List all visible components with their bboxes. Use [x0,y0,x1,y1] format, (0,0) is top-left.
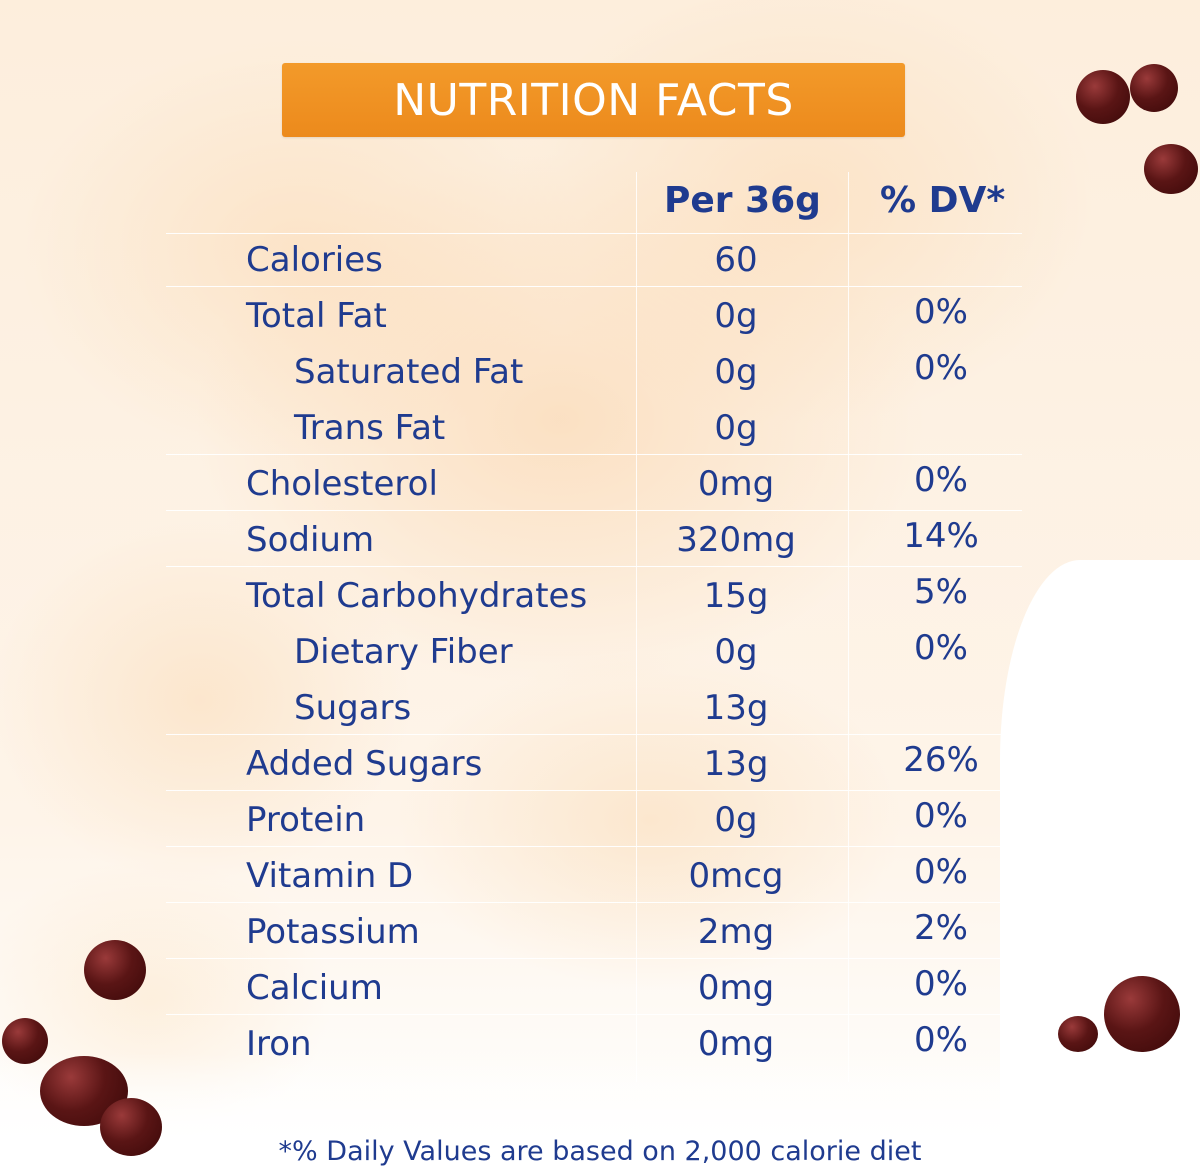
nutrient-name: Calcium [246,968,383,1008]
table-row: Added Sugars 13g 26% [166,738,1022,794]
nutrient-dv: 0% [914,348,968,388]
nutrient-dv: 0% [914,796,968,836]
column-divider [848,172,849,1082]
nutrient-dv: 14% [903,516,979,556]
nutrient-dv: 0% [914,852,968,892]
nutrient-dv: 0% [914,964,968,1004]
row-divider [166,233,1022,234]
row-divider [166,566,1022,567]
table-row: Total Carbohydrates 15g 5% [166,570,1022,626]
nutrient-name: Added Sugars [246,744,483,784]
row-divider [166,790,1022,791]
table-row: Vitamin D 0mcg 0% [166,850,1022,906]
column-header-amount: Per 36g [664,180,821,221]
background-bottom-fade [0,1053,1200,1173]
pearl-decoration [1130,64,1178,112]
nutrient-name: Total Fat [246,296,387,336]
nutrient-dv: 2% [914,908,968,948]
pearl-decoration [1058,1016,1098,1052]
pearl-decoration [1144,144,1198,194]
nutrient-name: Cholesterol [246,464,438,504]
nutrient-amount: 0g [714,800,758,840]
nutrient-amount: 0g [714,632,758,672]
nutrient-name: Dietary Fiber [294,632,513,672]
nutrient-amount: 15g [703,576,769,616]
row-divider [166,510,1022,511]
nutrient-dv: 5% [914,572,968,612]
nutrient-name: Sodium [246,520,375,560]
pearl-decoration [100,1098,162,1156]
nutrient-dv: 0% [914,292,968,332]
row-divider [166,734,1022,735]
nutrient-amount: 0mg [697,464,775,504]
table-row: Trans Fat 0g [166,402,1022,458]
row-divider [166,1014,1022,1015]
nutrient-name: Iron [246,1024,312,1064]
nutrient-name: Calories [246,240,383,280]
row-divider [166,902,1022,903]
row-divider [166,958,1022,959]
nutrient-amount: 0g [714,408,758,448]
nutrient-amount: 0g [714,352,758,392]
table-row: Protein 0g 0% [166,794,1022,850]
nutrient-amount: 13g [703,688,769,728]
nutrient-dv: 0% [914,1020,968,1060]
nutrient-name: Protein [246,800,366,840]
nutrient-amount: 13g [703,744,769,784]
table-row: Potassium 2mg 2% [166,906,1022,962]
nutrient-dv: 26% [903,740,979,780]
nutrient-amount: 2mg [697,912,775,952]
pearl-decoration [2,1018,48,1064]
nutrient-dv: 0% [914,628,968,668]
row-divider [166,846,1022,847]
table-row: Sodium 320mg 14% [166,514,1022,570]
nutrient-name: Trans Fat [294,408,446,448]
table-row: Iron 0mg 0% [166,1018,1022,1074]
pearl-decoration [1076,70,1130,124]
row-divider [166,454,1022,455]
title-banner: NUTRITION FACTS [282,63,905,137]
column-header-dv: % DV* [880,180,1006,221]
table-row: Calcium 0mg 0% [166,962,1022,1018]
nutrient-name: Vitamin D [246,856,414,896]
page-title: NUTRITION FACTS [393,74,794,126]
nutrient-name: Potassium [246,912,420,952]
nutrient-amount: 0mg [697,1024,775,1064]
table-row: Sugars 13g [166,682,1022,738]
nutrient-name: Total Carbohydrates [246,576,588,616]
table-row: Dietary Fiber 0g 0% [166,626,1022,682]
nutrient-amount: 0g [714,296,758,336]
column-divider [636,172,637,1082]
nutrient-amount: 320mg [676,520,796,560]
table-row: Calories 60 [166,234,1022,290]
nutrient-amount: 0mg [697,968,775,1008]
nutrient-amount: 60 [714,240,758,280]
table-row: Total Fat 0g 0% [166,290,1022,346]
pearl-decoration [84,940,146,1000]
nutrient-name: Sugars [294,688,412,728]
row-divider [166,286,1022,287]
pearl-decoration [1104,976,1180,1052]
table-row: Cholesterol 0mg 0% [166,458,1022,514]
nutrient-amount: 0mcg [688,856,784,896]
table-row: Saturated Fat 0g 0% [166,346,1022,402]
nutrient-name: Saturated Fat [294,352,524,392]
nutrient-dv: 0% [914,460,968,500]
footnote: *% Daily Values are based on 2,000 calor… [278,1136,922,1167]
